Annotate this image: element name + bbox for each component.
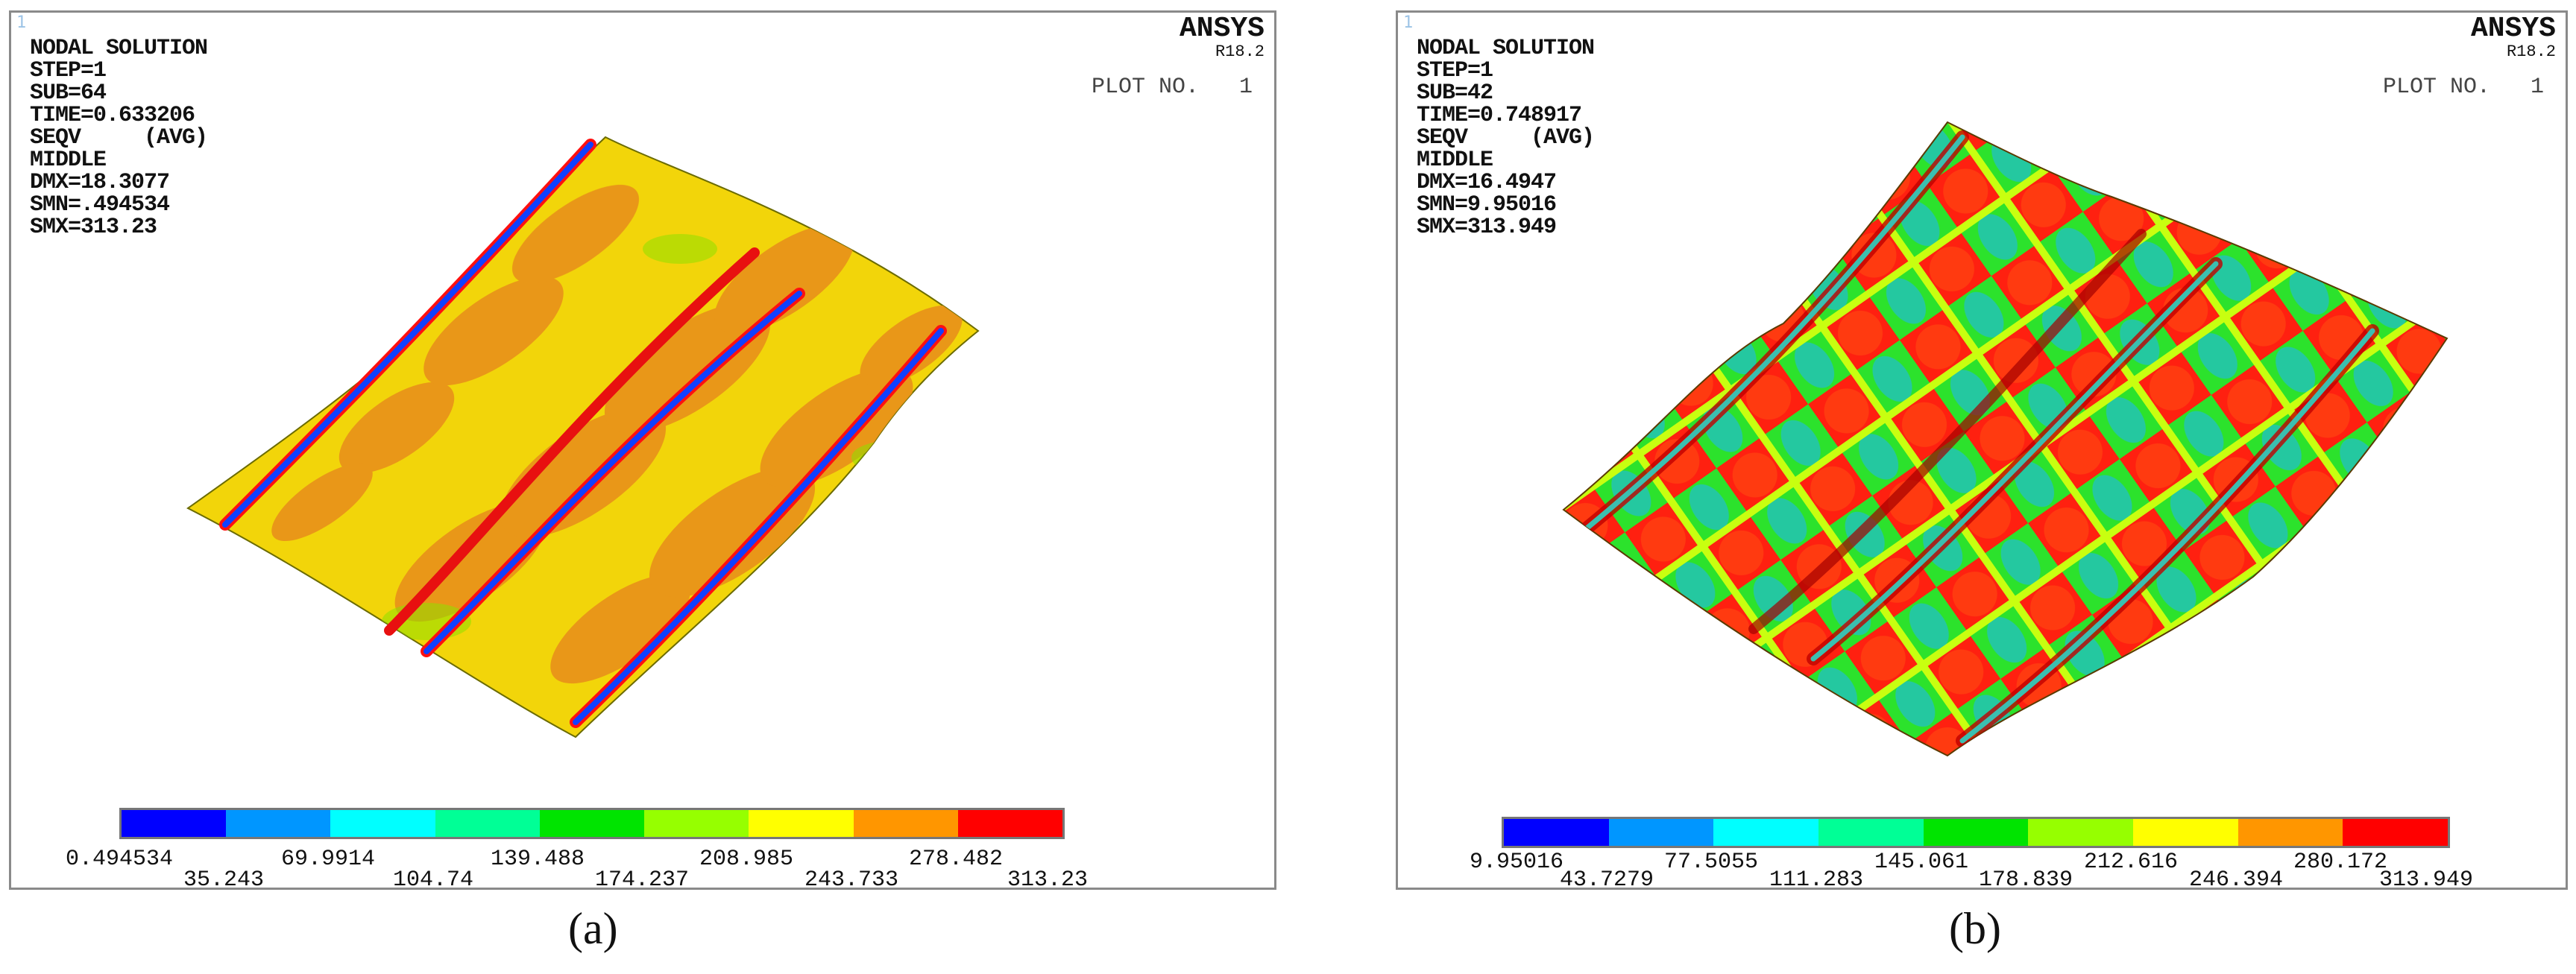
ansys-brand: ANSYS R18.2 [1180, 15, 1265, 61]
legend-band [1818, 819, 1924, 846]
sub-label: SUB=64 [30, 80, 107, 106]
legend-tick: 208.985 [699, 847, 794, 872]
solution-info: NODAL SOLUTION STEP=1 SUB=64 TIME=0.6332… [30, 36, 208, 240]
legend-band [2238, 819, 2343, 846]
caption-a: (a) [568, 904, 618, 953]
step-label: STEP=1 [1417, 58, 1493, 83]
time-label: TIME=0.633206 [30, 103, 195, 128]
brand-name: ANSYS [1179, 13, 1265, 45]
legend-tick: 77.5055 [1663, 850, 1759, 875]
legend-tick: 174.237 [594, 867, 690, 893]
caption-b: (b) [1949, 904, 2001, 953]
legend-band [644, 810, 749, 837]
solution-info: NODAL SOLUTION STEP=1 SUB=42 TIME=0.7489… [1417, 36, 1595, 240]
contour-legend [119, 808, 1065, 839]
legend-band [853, 810, 958, 837]
legend-tick: 0.494534 [65, 847, 174, 872]
window-number: 1 [1403, 13, 1414, 32]
legend-tick: 243.733 [804, 867, 899, 893]
legend-tick: 280.172 [2293, 850, 2388, 875]
plot-number: PLOT NO. 1 [1091, 75, 1253, 100]
layer-label: MIDDLE [30, 148, 107, 173]
legend-band [1923, 819, 2029, 846]
legend-band [749, 810, 854, 837]
smx-label: SMX=313.949 [1417, 215, 1557, 240]
seqv-label: SEQV (AVG) [30, 125, 208, 151]
panel-a: 1 NODAL SOLUTION STEP=1 SUB=64 TIME=0.63… [9, 10, 1276, 893]
legend-tick: 69.9914 [280, 847, 376, 872]
legend-tick: 104.74 [392, 867, 474, 893]
legend-tick: 9.95016 [1469, 850, 1564, 875]
sub-label: SUB=42 [1417, 80, 1493, 106]
legend-band [1608, 819, 1714, 846]
ansys-brand: ANSYS R18.2 [2471, 15, 2556, 61]
brand-version: R18.2 [2506, 42, 2556, 61]
solution-title: NODAL SOLUTION [30, 36, 208, 61]
legend-band [330, 810, 435, 837]
smx-label: SMX=313.23 [30, 215, 157, 240]
smn-label: SMN=9.95016 [1417, 192, 1557, 218]
legend-tick: 212.616 [2083, 850, 2179, 875]
legend-tick: 43.7279 [1559, 867, 1654, 893]
seqv-label: SEQV (AVG) [1417, 125, 1595, 151]
legend-band [957, 810, 1062, 837]
legend-band [435, 810, 540, 837]
legend-band [1504, 819, 1609, 846]
brand-version: R18.2 [1215, 42, 1265, 61]
stress-contour-model-b [1562, 121, 2449, 757]
legend-band [2028, 819, 2134, 846]
window-number: 1 [16, 13, 27, 32]
legend-tick: 313.23 [1007, 867, 1089, 893]
step-label: STEP=1 [30, 58, 107, 83]
legend-tick: 111.283 [1769, 867, 1864, 893]
legend-band [2133, 819, 2238, 846]
legend-tick: 139.488 [490, 847, 585, 872]
stress-contour-model-a [186, 136, 980, 739]
smn-label: SMN=.494534 [30, 192, 170, 218]
brand-name: ANSYS [2470, 13, 2556, 45]
panel-b: 1 NODAL SOLUTION STEP=1 SUB=42 TIME=0.74… [1396, 10, 2568, 893]
legend-band [539, 810, 645, 837]
time-label: TIME=0.748917 [1417, 103, 1582, 128]
contour-legend [1502, 817, 2450, 848]
legend-band [1713, 819, 1819, 846]
legend-tick: 178.839 [1978, 867, 2073, 893]
legend-band [2343, 819, 2449, 846]
solution-title: NODAL SOLUTION [1417, 36, 1595, 61]
dmx-label: DMX=18.3077 [30, 170, 170, 195]
legend-band [122, 810, 227, 837]
legend-tick: 278.482 [908, 847, 1004, 872]
legend-tick: 246.394 [2188, 867, 2284, 893]
dmx-label: DMX=16.4947 [1417, 170, 1557, 195]
layer-label: MIDDLE [1417, 148, 1493, 173]
legend-tick: 313.949 [2378, 867, 2474, 893]
legend-tick: 145.061 [1874, 850, 1969, 875]
legend-band [226, 810, 331, 837]
plot-number: PLOT NO. 1 [2382, 75, 2544, 100]
legend-tick: 35.243 [183, 867, 265, 893]
